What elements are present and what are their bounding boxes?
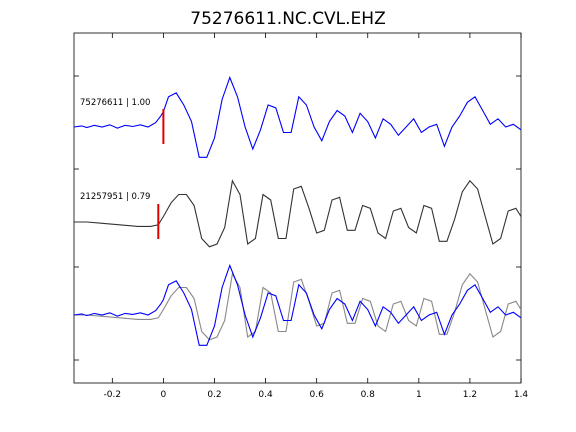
overlay-trace-0 [73,263,522,346]
x-tick-label-6: 1 [416,390,422,400]
x-tick-label-1: 0 [161,390,167,400]
trace-label-1: 21257951 | 0.79 [80,192,150,202]
trace-labels: 75276611 | 1.00 21257951 | 0.79 [80,98,150,202]
chart-title: 75276611.NC.CVL.EHZ [190,9,385,29]
x-tick-label-0: -0.2 [104,390,122,400]
x-tick-label-5: 0.8 [361,390,376,400]
plot-frame [73,32,522,384]
x-tick-label-2: 0.2 [207,390,221,400]
trace-line-0 [73,75,522,158]
x-axis-ticks: -0.2 0 0.2 0.4 0.6 0.8 1 1.2 1.4 [104,33,529,400]
trace-label-0: 75276611 | 1.00 [80,98,150,108]
trace-line-1 [74,179,522,248]
overlay-trace-1 [74,272,522,341]
trace-group [73,75,522,346]
x-tick-label-8: 1.4 [514,390,529,400]
x-tick-label-7: 1.2 [463,390,477,400]
x-tick-label-4: 0.6 [309,390,324,400]
x-tick-label-3: 0.4 [258,390,273,400]
y-axis-ticks [74,75,521,361]
